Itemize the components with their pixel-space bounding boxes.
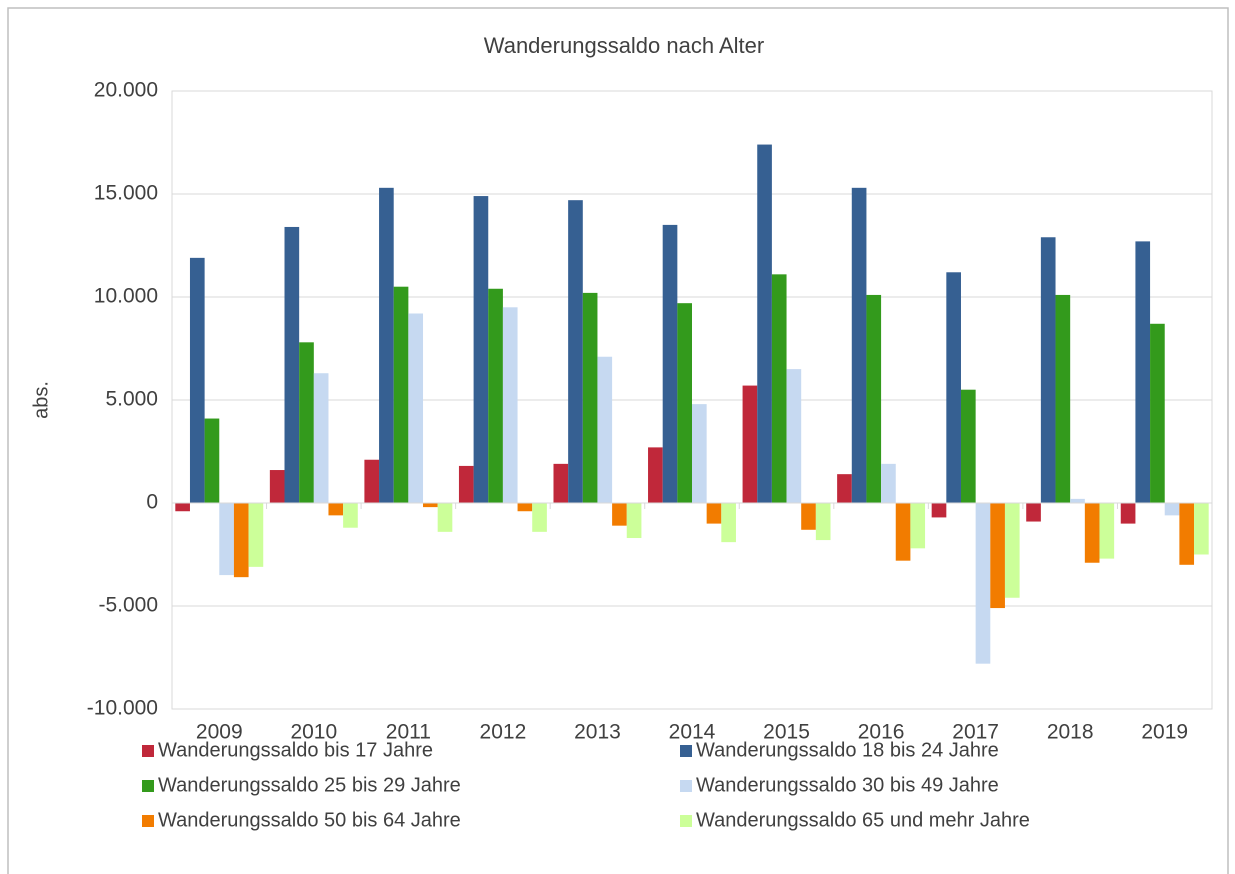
legend-swatch (142, 815, 154, 827)
bar (786, 369, 802, 503)
y-tick-label: 20.000 (94, 79, 158, 102)
x-tick-label: 2009 (196, 721, 243, 744)
bar (1070, 498, 1085, 503)
bar (1120, 503, 1136, 524)
bar (742, 385, 758, 503)
bar (568, 200, 583, 503)
bar (488, 288, 503, 503)
bar (837, 474, 852, 503)
bar (553, 463, 569, 503)
y-tick-label: 5.000 (105, 388, 158, 411)
legend-swatch (680, 780, 692, 792)
legend-swatch (142, 745, 154, 757)
bar (881, 463, 896, 503)
bar (960, 389, 976, 503)
bar (1084, 503, 1100, 563)
bar (423, 503, 438, 508)
bar (284, 226, 300, 503)
bar (815, 503, 831, 541)
x-tick-label: 2016 (858, 721, 905, 744)
legend-label: Wanderungssaldo 50 bis 64 Jahre (158, 809, 461, 831)
bar (946, 272, 961, 503)
x-tick-label: 2012 (480, 721, 527, 744)
legend-swatch (680, 745, 692, 757)
bar (458, 465, 474, 503)
bar (204, 418, 220, 503)
bar (1099, 503, 1115, 559)
x-tick-label: 2017 (952, 721, 999, 744)
bar (895, 503, 911, 561)
x-tick-label: 2018 (1047, 721, 1094, 744)
bar (931, 503, 947, 518)
bar (1055, 294, 1071, 503)
bar (532, 503, 547, 532)
bar (517, 503, 533, 512)
bar (408, 313, 424, 503)
bar (1040, 237, 1056, 503)
legend-swatch (680, 815, 692, 827)
x-tick-label: 2015 (763, 721, 810, 744)
bar (343, 503, 358, 528)
bar (866, 294, 882, 503)
y-tick-label: 15.000 (94, 182, 158, 205)
x-tick-label: 2014 (669, 721, 716, 744)
bar (233, 503, 249, 578)
y-tick-label: -10.000 (87, 697, 158, 720)
bar (990, 503, 1005, 609)
bar (1150, 323, 1165, 503)
x-tick-label: 2011 (386, 721, 431, 744)
bar (975, 503, 991, 664)
bar (299, 342, 314, 503)
bar (189, 257, 205, 503)
bar (175, 503, 190, 512)
bar (626, 503, 642, 539)
bar (313, 373, 329, 503)
bar (851, 187, 867, 503)
bar (473, 196, 489, 503)
bar (721, 503, 736, 543)
legend-label: Wanderungssaldo 65 und mehr Jahre (696, 809, 1030, 831)
y-tick-label: 0 (146, 491, 158, 514)
bar (677, 303, 692, 503)
y-tick-label: -5.000 (98, 594, 158, 617)
bar (219, 503, 234, 576)
bar (502, 307, 518, 503)
bar (597, 356, 613, 503)
bar (692, 404, 707, 503)
bar (328, 503, 344, 516)
legend-label: Wanderungssaldo bis 17 Jahre (158, 739, 433, 761)
chart-title: Wanderungssaldo nach Alter (484, 33, 764, 58)
bar (1004, 503, 1020, 598)
bar (582, 292, 598, 503)
legend-label: Wanderungssaldo 25 bis 29 Jahre (158, 774, 461, 796)
y-axis-label: abs. (30, 381, 52, 419)
x-tick-label: 2013 (574, 721, 621, 744)
bar (771, 274, 787, 503)
y-tick-label: 10.000 (94, 285, 158, 308)
bar (1135, 241, 1151, 503)
bar (910, 503, 926, 549)
legend-swatch (142, 780, 154, 792)
bar (801, 503, 816, 530)
bar (662, 224, 678, 503)
bar (269, 470, 285, 503)
x-tick-label: 2010 (290, 721, 337, 744)
bar (1164, 503, 1180, 516)
bar (248, 503, 264, 567)
bar (364, 459, 380, 503)
bar (612, 503, 627, 526)
x-tick-label: 2019 (1141, 721, 1188, 744)
bar (379, 187, 394, 503)
bar (437, 503, 453, 532)
bar (648, 447, 663, 503)
legend-label: Wanderungssaldo 18 bis 24 Jahre (696, 739, 999, 761)
bar (1179, 503, 1195, 565)
bar (393, 286, 409, 503)
bar (1026, 503, 1041, 522)
bar (1194, 503, 1209, 555)
bar (706, 503, 722, 524)
legend-label: Wanderungssaldo 30 bis 49 Jahre (696, 774, 999, 796)
bar (757, 144, 772, 503)
